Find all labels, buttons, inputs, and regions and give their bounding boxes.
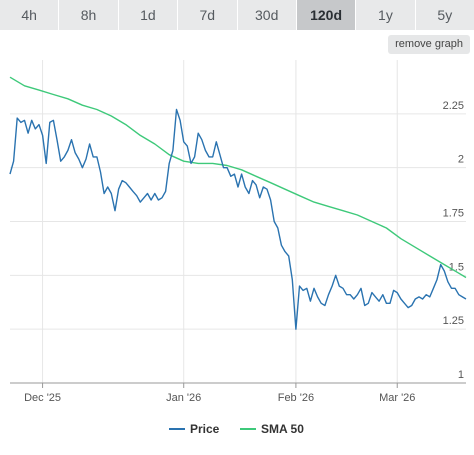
x-tick-label: Mar '26 <box>379 392 415 404</box>
remove-graph-button[interactable]: remove graph <box>388 35 470 54</box>
series-line-price <box>9 108 467 330</box>
tab-30d[interactable]: 30d <box>237 0 297 30</box>
tab-4h[interactable]: 4h <box>0 0 60 30</box>
y-tick-label: 2.25 <box>443 100 464 112</box>
x-tick-label: Feb '26 <box>278 392 314 404</box>
legend-label[interactable]: SMA 50 <box>261 422 304 436</box>
series-lines <box>9 76 467 330</box>
y-tick-label: 1 <box>458 369 464 381</box>
y-tick-label: 1.5 <box>449 261 464 273</box>
tab-1y[interactable]: 1y <box>356 0 416 30</box>
x-tick-label: Dec '25 <box>24 392 61 404</box>
tab-7d[interactable]: 7d <box>178 0 238 30</box>
tab-1d[interactable]: 1d <box>118 0 179 30</box>
series-line-sma-50 <box>9 76 467 279</box>
tab-5y[interactable]: 5y <box>415 0 474 30</box>
tab-120d[interactable]: 120d <box>296 0 357 30</box>
y-tick-label: 1.75 <box>443 208 464 220</box>
y-tick-label: 1.25 <box>443 315 464 327</box>
legend-label[interactable]: Price <box>190 422 220 436</box>
x-axis-labels: Dec '25 Jan '26 Feb '26 Mar '26 <box>24 383 415 404</box>
legend: Price SMA 50 <box>169 422 304 436</box>
y-tick-label: 2 <box>458 154 464 166</box>
tab-8h[interactable]: 8h <box>59 0 119 30</box>
x-tick-label: Jan '26 <box>166 392 201 404</box>
timeframe-tabs: 4h 8h 1d 7d 30d 120d 1y 5y <box>0 0 474 30</box>
chart-grid <box>10 60 466 384</box>
y-axis-labels: 1 1.25 1.5 1.75 2 2.25 <box>443 100 464 381</box>
